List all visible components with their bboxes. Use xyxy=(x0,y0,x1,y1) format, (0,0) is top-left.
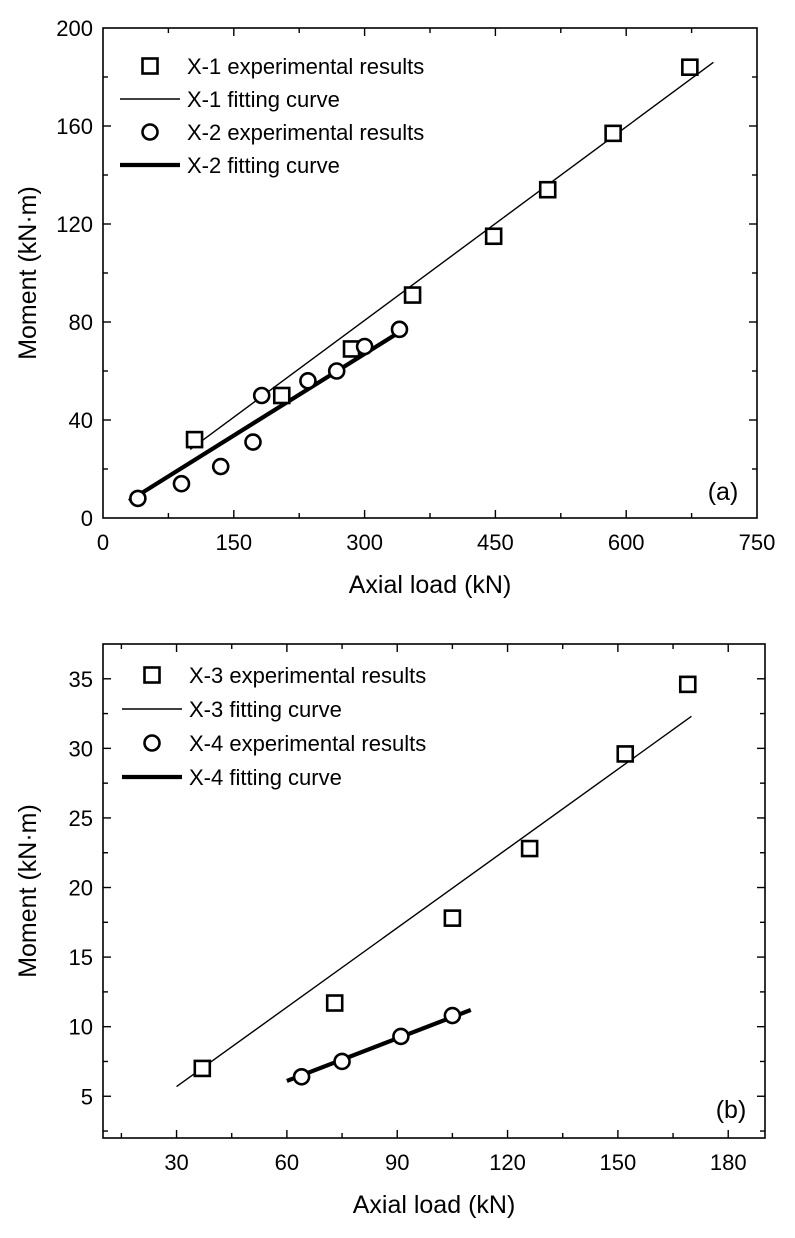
square-marker xyxy=(484,227,503,246)
circle-marker xyxy=(333,1052,351,1071)
square-marker xyxy=(193,1059,212,1078)
y-tick-label: 160 xyxy=(56,114,93,139)
fit-line xyxy=(286,1008,472,1083)
square-marker xyxy=(272,386,291,405)
chart-panel-b: 30 60 90 120 150 180 5 10 15 20 25 30 35 Axial load (… xyxy=(14,643,766,1219)
y-tick-label: 20 xyxy=(69,876,93,901)
square-marker xyxy=(538,180,557,199)
legend-label: X-1 experimental results xyxy=(187,54,424,79)
x-tick-label: 150 xyxy=(600,1150,637,1175)
legend-circle-swatch xyxy=(141,123,159,141)
square-marker xyxy=(681,58,699,77)
y-tick-label: 5 xyxy=(81,1084,93,1109)
circle-marker xyxy=(244,433,262,451)
y-tick-label: 200 xyxy=(56,16,93,41)
plot-area xyxy=(176,675,697,1088)
square-marker xyxy=(403,286,422,304)
legend-label: X-1 fitting curve xyxy=(187,87,340,112)
legend: X-3 experimental results X-3 fitting curv… xyxy=(122,663,426,790)
legend-square-swatch xyxy=(143,666,161,684)
y-tick-label: 80 xyxy=(69,310,93,335)
x-axis-title: Axial load (kN) xyxy=(353,1191,516,1219)
circle-marker xyxy=(390,320,409,339)
legend-label: X-4 experimental results xyxy=(189,731,426,756)
x-tick-label: 30 xyxy=(164,1150,188,1175)
square-marker xyxy=(604,124,622,143)
series-x-1-fitting-curve xyxy=(189,61,714,450)
x-tick-label: 0 xyxy=(97,530,109,555)
y-tick-label: 35 xyxy=(69,667,93,692)
legend: X-1 experimental results X-1 fitting curv… xyxy=(120,54,424,178)
square-marker xyxy=(185,430,204,449)
x-tick-label: 180 xyxy=(710,1150,747,1175)
fit-line xyxy=(128,327,405,503)
circle-marker xyxy=(355,337,374,356)
y-tick-label: 40 xyxy=(69,408,93,433)
panel-label: (a) xyxy=(708,478,739,506)
circle-marker xyxy=(299,371,317,390)
legend-label: X-3 experimental results xyxy=(189,663,426,688)
circle-marker xyxy=(252,386,271,405)
panel-label: (b) xyxy=(716,1096,747,1124)
circle-marker xyxy=(392,1027,410,1046)
y-axis-title: Moment (kN·m) xyxy=(14,186,42,360)
series-x-1-experimental-results xyxy=(185,58,699,449)
legend-circle-swatch xyxy=(143,734,161,752)
square-marker xyxy=(443,909,462,927)
series-x-4-experimental-results xyxy=(292,1006,462,1086)
y-tick-label: 10 xyxy=(69,1015,93,1040)
legend-label: X-4 fitting curve xyxy=(189,765,342,790)
x-tick-label: 90 xyxy=(385,1150,409,1175)
square-marker xyxy=(325,994,344,1012)
circle-marker xyxy=(443,1006,462,1025)
x-tick-label: 600 xyxy=(608,530,645,555)
square-marker xyxy=(616,745,635,763)
plot-frame xyxy=(102,643,766,1139)
y-tick-label: 0 xyxy=(81,506,93,531)
x-tick-label: 120 xyxy=(489,1150,526,1175)
circle-marker xyxy=(327,362,346,380)
series-x-3-fitting-curve xyxy=(176,715,692,1088)
x-tick-label: 750 xyxy=(739,530,776,555)
circle-marker xyxy=(172,474,191,493)
plot-area xyxy=(128,58,714,508)
x-tick-label: 150 xyxy=(215,530,252,555)
legend-label: X-2 experimental results xyxy=(187,120,424,145)
circle-marker xyxy=(211,457,230,476)
chart-panel-a: 0 150 300 450 600 750 0 40 80 120 160 200 Axial load… xyxy=(14,16,775,599)
circle-marker xyxy=(129,489,147,508)
x-tick-label: 450 xyxy=(477,530,514,555)
x-axis-title: Axial load (kN) xyxy=(349,571,512,599)
y-axis-title: Moment (kN·m) xyxy=(14,804,42,978)
y-tick-label: 120 xyxy=(56,212,93,237)
x-tick-label: 300 xyxy=(346,530,383,555)
x-tick-label: 60 xyxy=(275,1150,299,1175)
series-x-2-experimental-results xyxy=(129,320,409,508)
series-x-4-fitting-curve xyxy=(286,1008,472,1083)
y-tick-label: 15 xyxy=(69,945,93,970)
legend-square-swatch xyxy=(141,57,159,75)
fit-line xyxy=(176,715,692,1088)
y-tick-label: 30 xyxy=(69,736,93,761)
circle-marker xyxy=(292,1067,311,1086)
y-tick-label: 25 xyxy=(69,806,93,831)
legend-label: X-3 fitting curve xyxy=(189,697,342,722)
series-x-2-fitting-curve xyxy=(128,327,405,503)
legend-label: X-2 fitting curve xyxy=(187,153,340,178)
square-marker xyxy=(678,675,697,694)
series-x-3-experimental-results xyxy=(193,675,697,1078)
fit-line xyxy=(189,61,714,450)
square-marker xyxy=(520,839,539,858)
